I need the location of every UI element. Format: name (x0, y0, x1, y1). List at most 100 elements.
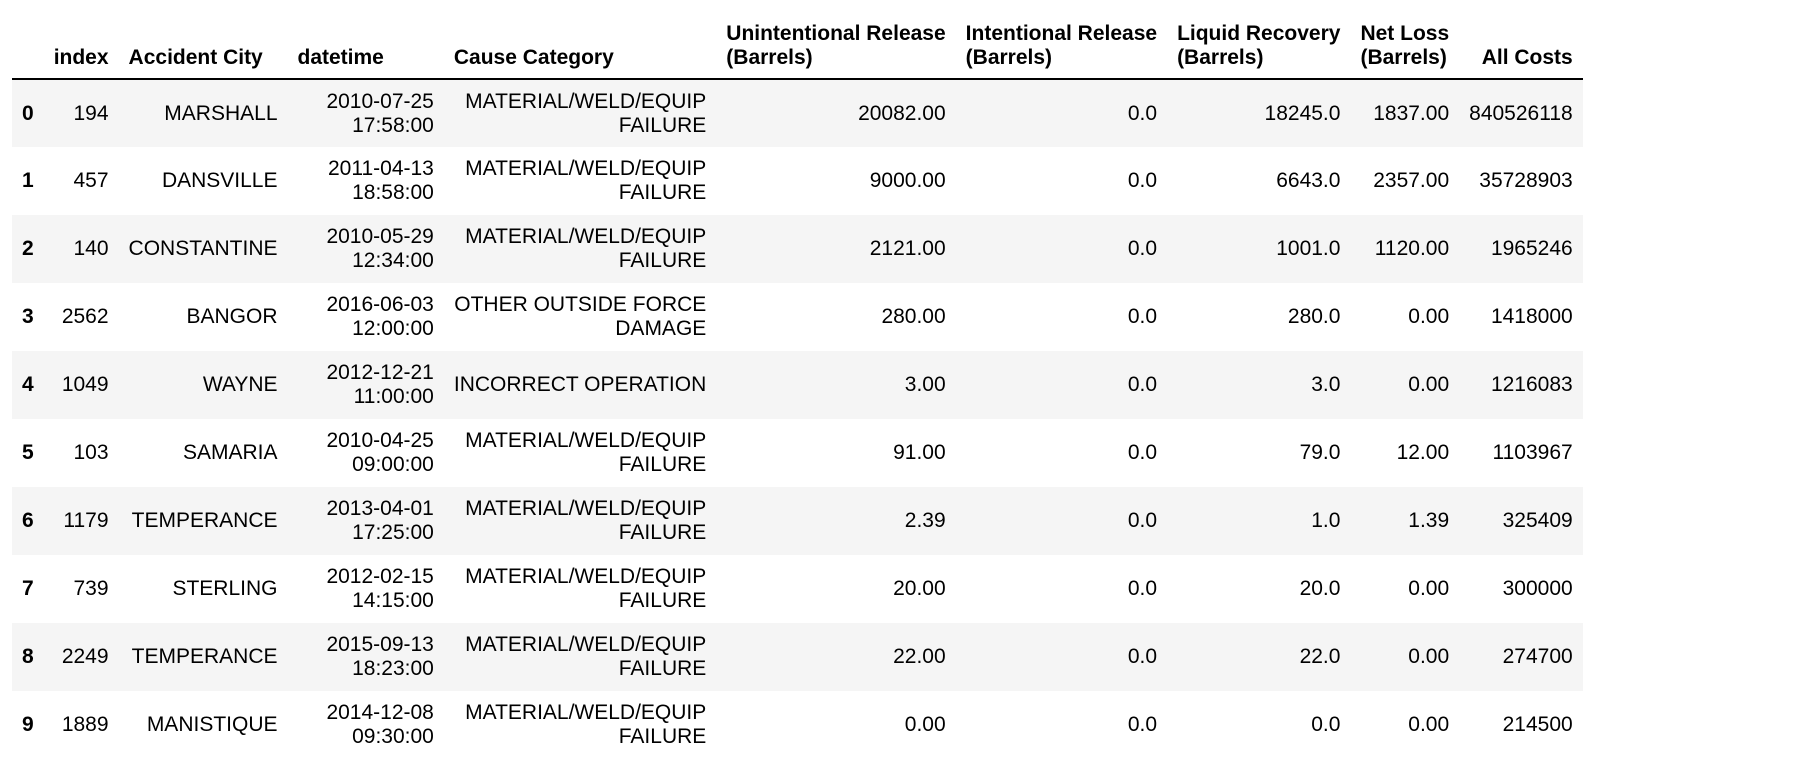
cell-all-costs: 1965246 (1490, 237, 1573, 260)
header-liquid-recovery-line2: (Barrels) (1177, 46, 1264, 69)
cell-net-loss: 0.00 (1408, 373, 1450, 396)
cell-unintentional-release: 9000.00 (869, 169, 946, 192)
cell-liquid-recovery: 6643.0 (1276, 169, 1341, 192)
table-row: 9 1889 MANISTIQUE 2014-12-08 09:30:00 MATERIA… (12, 691, 1583, 759)
cell-cause-category: MATERIAL/WELD/EQUIP FAILURE (444, 487, 716, 555)
cell-net-loss: 2357.00 (1373, 169, 1450, 192)
cell-cause-category-line1: INCORRECT OPERATION (453, 373, 707, 396)
cell-unintentional-release: 2.39 (904, 509, 946, 532)
cell-liquid-recovery: 20.0 (1299, 577, 1341, 600)
cell-net-loss: 0.00 (1408, 305, 1450, 328)
cell-index: 1889 (61, 713, 109, 736)
cell-datetime-line2: 12:34:00 (352, 249, 434, 272)
cell-net-loss: 12.00 (1396, 441, 1450, 464)
header-unintentional-release-line1: Unintentional Release (726, 22, 946, 45)
cell-intentional-release: 0.0 (1127, 237, 1158, 260)
table-row: 5 103 SAMARIA 2010-04-25 09:00:00 MATERIAL/WE… (12, 419, 1583, 487)
table-row: 6 1179 TEMPERANCE 2013-04-01 17:25:00 MATERIA… (12, 487, 1583, 555)
cell-datetime-line1: 2012-02-15 (326, 565, 434, 588)
cell-cause-category-line1: MATERIAL/WELD/EQUIP (465, 497, 707, 520)
cell-net-loss: 1.39 (1408, 509, 1450, 532)
cell-unintentional-release: 280.00 (881, 305, 946, 328)
cell-liquid-recovery: 0.0 (1311, 713, 1341, 736)
cell-unintentional-release: 20082.00 (858, 101, 946, 125)
cell-cause-category-line2: FAILURE (618, 249, 707, 272)
cell-datetime: 2015-09-13 18:23:00 (288, 623, 444, 691)
row-label: 7 (22, 577, 34, 600)
cell-datetime-line1: 2015-09-13 (326, 633, 434, 656)
cell-intentional-release: 0.0 (1127, 645, 1158, 668)
cell-cause-category-line2: FAILURE (618, 725, 707, 748)
cell-datetime-line1: 2011-04-13 (327, 157, 434, 180)
table-body: 0 194 MARSHALL 2010-07-25 17:58:00 MATERIAL/W… (12, 79, 1583, 759)
dataframe-container: index Accident City datetime Cause Categ… (12, 12, 1583, 759)
cell-index: 1049 (61, 373, 109, 396)
cell-cause-category-line1: MATERIAL/WELD/EQUIP (465, 565, 707, 588)
cell-datetime: 2010-04-25 09:00:00 (288, 419, 444, 487)
table-row: 0 194 MARSHALL 2010-07-25 17:58:00 MATERIAL/W… (12, 79, 1583, 147)
header-accident-city: Accident City (118, 12, 288, 80)
cell-index: 1179 (63, 509, 109, 532)
cell-accident-city: BANGOR (186, 305, 278, 328)
table-row: 1 457 DANSVILLE 2011-04-13 18:58:00 MATERIAL/… (12, 147, 1583, 215)
cell-cause-category-line2: FAILURE (618, 113, 707, 137)
cell-net-loss: 1837.00 (1373, 101, 1450, 125)
cell-cause-category: MATERIAL/WELD/EQUIP FAILURE (444, 79, 716, 147)
table-row: 2 140 CONSTANTINE 2010-05-29 12:34:00 MATERIA… (12, 215, 1583, 283)
cell-index: 457 (73, 169, 109, 192)
cell-all-costs: 300000 (1502, 577, 1573, 600)
cell-datetime-line2: 17:58:00 (352, 113, 434, 137)
cell-datetime-line1: 2010-04-25 (326, 429, 434, 452)
cell-unintentional-release: 22.00 (893, 645, 946, 668)
cell-all-costs: 1216083 (1490, 373, 1573, 396)
header-row-index (12, 12, 44, 80)
cell-datetime: 2010-05-29 12:34:00 (288, 215, 444, 283)
cell-cause-category: MATERIAL/WELD/EQUIP FAILURE (444, 147, 716, 215)
cell-liquid-recovery: 22.0 (1299, 645, 1341, 668)
cell-datetime: 2016-06-03 12:00:00 (288, 283, 444, 351)
cell-datetime-line1: 2012-12-21 (326, 361, 434, 384)
cell-liquid-recovery: 18245.0 (1264, 101, 1341, 125)
cell-unintentional-release: 3.00 (904, 373, 946, 396)
cell-cause-category-line2: DAMAGE (615, 317, 707, 340)
row-label: 5 (22, 441, 34, 464)
cell-cause-category-line2: FAILURE (618, 453, 707, 476)
cell-datetime: 2012-02-15 14:15:00 (288, 555, 444, 623)
cell-datetime-line1: 2010-05-29 (326, 225, 434, 248)
header-liquid-recovery: Liquid Recovery (Barrels) (1167, 12, 1351, 80)
header-intentional-release: Intentional Release (Barrels) (955, 12, 1168, 80)
header-liquid-recovery-line1: Liquid Recovery (1177, 22, 1341, 45)
header-unintentional-release-line2: (Barrels) (726, 46, 813, 69)
cell-datetime-line2: 18:23:00 (352, 657, 434, 680)
cell-datetime-line1: 2013-04-01 (326, 497, 434, 520)
cell-intentional-release: 0.0 (1127, 509, 1158, 532)
cell-datetime: 2013-04-01 17:25:00 (288, 487, 444, 555)
cell-cause-category: MATERIAL/WELD/EQUIP FAILURE (444, 419, 716, 487)
cell-index: 739 (73, 577, 109, 600)
cell-accident-city: STERLING (172, 577, 278, 600)
row-label: 6 (22, 509, 34, 532)
cell-cause-category-line2: FAILURE (618, 657, 707, 680)
cell-datetime-line1: 2014-12-08 (326, 701, 434, 724)
row-label: 2 (22, 237, 34, 260)
cell-datetime-line1: 2010-07-25 (326, 89, 434, 113)
header-intentional-release-line1: Intentional Release (965, 22, 1158, 45)
row-label: 3 (22, 305, 34, 328)
cell-cause-category: MATERIAL/WELD/EQUIP FAILURE (444, 555, 716, 623)
cell-unintentional-release: 91.00 (893, 441, 946, 464)
header-row: index Accident City datetime Cause Categ… (12, 12, 1583, 80)
cell-liquid-recovery: 3.0 (1311, 373, 1341, 396)
cell-intentional-release: 0.0 (1127, 169, 1158, 192)
cell-cause-category: INCORRECT OPERATION (444, 351, 716, 419)
cell-all-costs: 274700 (1502, 645, 1573, 668)
header-net-loss: Net Loss (Barrels) (1350, 12, 1460, 80)
cell-intentional-release: 0.0 (1127, 441, 1158, 464)
header-index: index (43, 12, 119, 80)
cell-datetime-line2: 09:30:00 (352, 725, 434, 748)
row-label: 1 (22, 169, 34, 192)
cell-cause-category-line2: FAILURE (618, 589, 707, 612)
cell-index: 194 (73, 101, 109, 125)
cell-datetime: 2014-12-08 09:30:00 (288, 691, 444, 759)
cell-datetime: 2011-04-13 18:58:00 (288, 147, 444, 215)
cell-cause-category: OTHER OUTSIDE FORCE DAMAGE (444, 283, 716, 351)
